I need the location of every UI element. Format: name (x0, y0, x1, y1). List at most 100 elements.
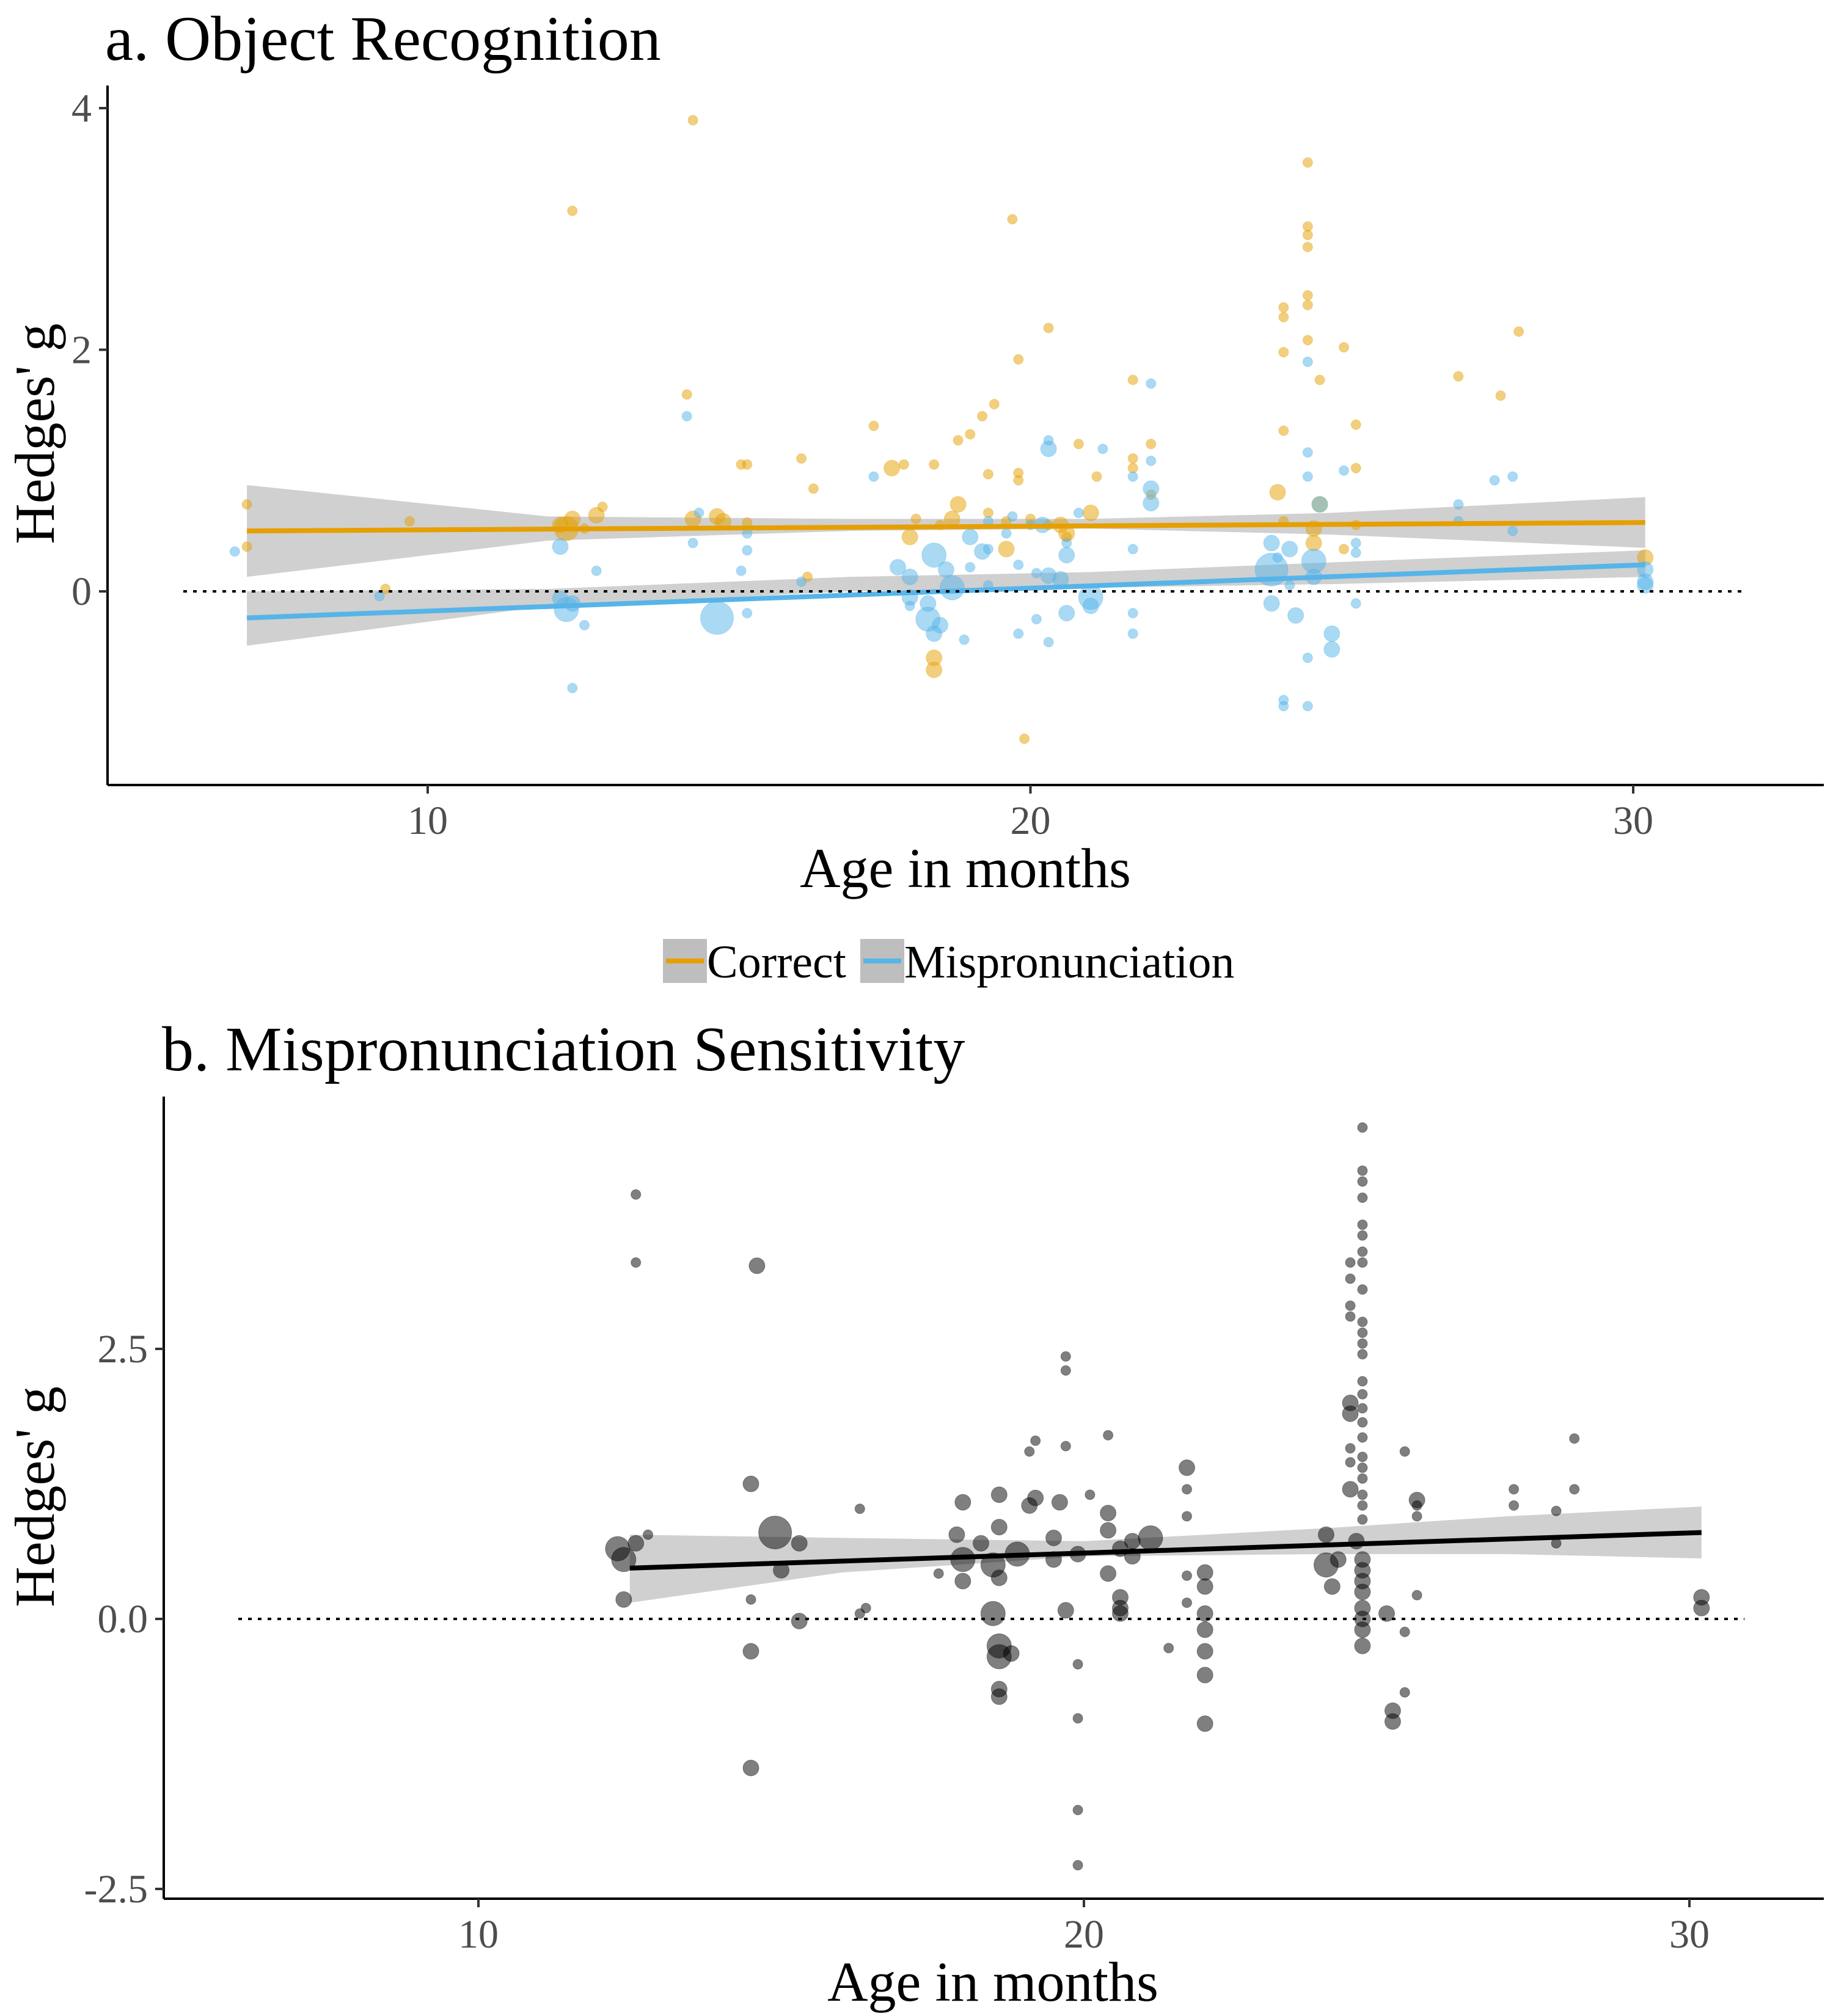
data-point-mispronunciation (1350, 538, 1361, 549)
data-point-mispronunciation (1350, 547, 1361, 558)
panel-b-y-axis-title: Hedges' g (4, 1386, 66, 1607)
data-point-mispronunciation (1127, 608, 1138, 619)
data-point-sensitivity (1196, 1564, 1213, 1581)
data-point-correct (1013, 467, 1024, 478)
data-point-sensitivity (1345, 1273, 1356, 1284)
data-point-mispronunciation (1287, 607, 1304, 624)
data-point-sensitivity (980, 1601, 1006, 1626)
data-point-mispronunciation (1323, 641, 1341, 658)
data-point-sensitivity (990, 1569, 1008, 1587)
data-point-mispronunciation (1043, 435, 1054, 446)
data-point-sensitivity (1354, 1621, 1371, 1638)
x-tick-label: 30 (1613, 798, 1653, 843)
data-point-sensitivity (1138, 1525, 1163, 1550)
data-point-mispronunciation (1082, 597, 1099, 615)
data-point-mispronunciation (700, 601, 734, 635)
data-point-sensitivity (1399, 1626, 1410, 1637)
y-tick-label: -2.5 (84, 1867, 148, 1912)
data-point-sensitivity (1357, 1432, 1368, 1443)
trend-line-correct (247, 520, 1645, 534)
data-point-correct (1339, 342, 1349, 352)
data-point-sensitivity (1357, 1349, 1368, 1360)
data-point-mispronunciation (965, 562, 976, 572)
data-point-correct (998, 541, 1015, 558)
data-point-sensitivity (1317, 1526, 1334, 1543)
data-point-sensitivity (1100, 1522, 1117, 1539)
data-point-mispronunciation (1146, 378, 1157, 389)
data-point-mispronunciation (1127, 628, 1138, 639)
data-point-correct (989, 399, 1000, 409)
data-point-sensitivity (1345, 1457, 1356, 1468)
data-point-mispronunciation (1637, 577, 1654, 594)
data-point-sensitivity (1182, 1570, 1192, 1581)
data-point-mispronunciation (1302, 701, 1313, 712)
data-point-mispronunciation (1302, 652, 1313, 663)
panel-b-confidence-ribbon (629, 1507, 1702, 1603)
data-point-mispronunciation (1143, 495, 1160, 512)
data-point-sensitivity (1357, 1165, 1368, 1176)
data-point-sensitivity (1357, 1463, 1368, 1473)
data-point-mispronunciation (1489, 475, 1500, 486)
panel-a-x-axis-title: Age in months (800, 837, 1131, 899)
data-point-sensitivity (973, 1535, 989, 1552)
data-point-sensitivity (1196, 1605, 1213, 1622)
data-point-mispronunciation (1013, 560, 1024, 570)
data-point-correct (380, 583, 391, 594)
data-point-correct (404, 516, 415, 527)
x-tick-label: 30 (1669, 1912, 1710, 1957)
data-point-sensitivity (1357, 1219, 1368, 1230)
data-point-sensitivity (1030, 1435, 1041, 1446)
data-point-sensitivity (1354, 1637, 1371, 1654)
data-point-sensitivity (1179, 1459, 1195, 1476)
data-point-sensitivity (1196, 1715, 1213, 1732)
data-point-sensitivity (1399, 1687, 1410, 1698)
data-point-sensitivity (1060, 1351, 1071, 1362)
data-point-sensitivity (854, 1503, 865, 1514)
data-point-sensitivity (1357, 1338, 1368, 1349)
data-point-sensitivity (1357, 1514, 1368, 1525)
data-point-correct (564, 510, 581, 527)
data-point-sensitivity (1072, 1659, 1083, 1670)
data-point-mispronunciation (229, 546, 240, 557)
data-point-mispronunciation (742, 608, 753, 619)
data-point-correct (1127, 374, 1138, 385)
data-point-correct (868, 420, 879, 431)
data-point-sensitivity (742, 1759, 759, 1777)
data-point-correct (898, 459, 909, 470)
data-point-sensitivity (1357, 1500, 1368, 1511)
legend: Correct Mispronunciation (663, 937, 1234, 988)
panel-b-x-axis-title: Age in months (827, 1951, 1158, 2013)
y-tick-label: 0 (71, 569, 92, 614)
confidence-ribbon-sensitivity (629, 1507, 1702, 1603)
data-point-correct (901, 528, 918, 546)
data-point-correct (1146, 439, 1157, 450)
data-point-mispronunciation (1302, 471, 1313, 482)
data-point-sensitivity (1196, 1621, 1213, 1638)
data-point-sensitivity (1024, 1446, 1035, 1457)
data-point-correct (1314, 374, 1325, 385)
data-point-correct (1278, 302, 1289, 313)
data-point-sensitivity (990, 1519, 1008, 1536)
y-tick-label: 0.0 (98, 1597, 148, 1642)
y-tick-label: 4 (71, 86, 92, 131)
data-point-correct (884, 459, 901, 477)
data-point-sensitivity (1357, 1403, 1368, 1414)
panel-a-y-ticks: 0 2 4 (71, 86, 108, 614)
data-point-sensitivity (1072, 1805, 1083, 1816)
data-point-correct (1013, 354, 1024, 365)
data-point-sensitivity (1411, 1500, 1422, 1511)
data-point-mispronunciation (1323, 625, 1341, 642)
data-point-sensitivity (1330, 1551, 1347, 1568)
data-point-correct (808, 483, 819, 494)
data-point-sensitivity (1342, 1405, 1359, 1422)
data-point-sensitivity (1345, 1443, 1356, 1454)
data-point-correct (929, 459, 940, 470)
data-point-correct (1302, 290, 1313, 301)
data-point-correct (1091, 471, 1102, 482)
confidence-ribbon-mispronunciation (247, 550, 1645, 646)
data-point-sensitivity (1072, 1713, 1083, 1724)
data-point-sensitivity (745, 1594, 756, 1605)
panel-a-x-ticks: 10 20 30 (408, 785, 1653, 843)
data-point-sensitivity (1323, 1578, 1341, 1595)
data-point-sensitivity (1357, 1473, 1368, 1484)
